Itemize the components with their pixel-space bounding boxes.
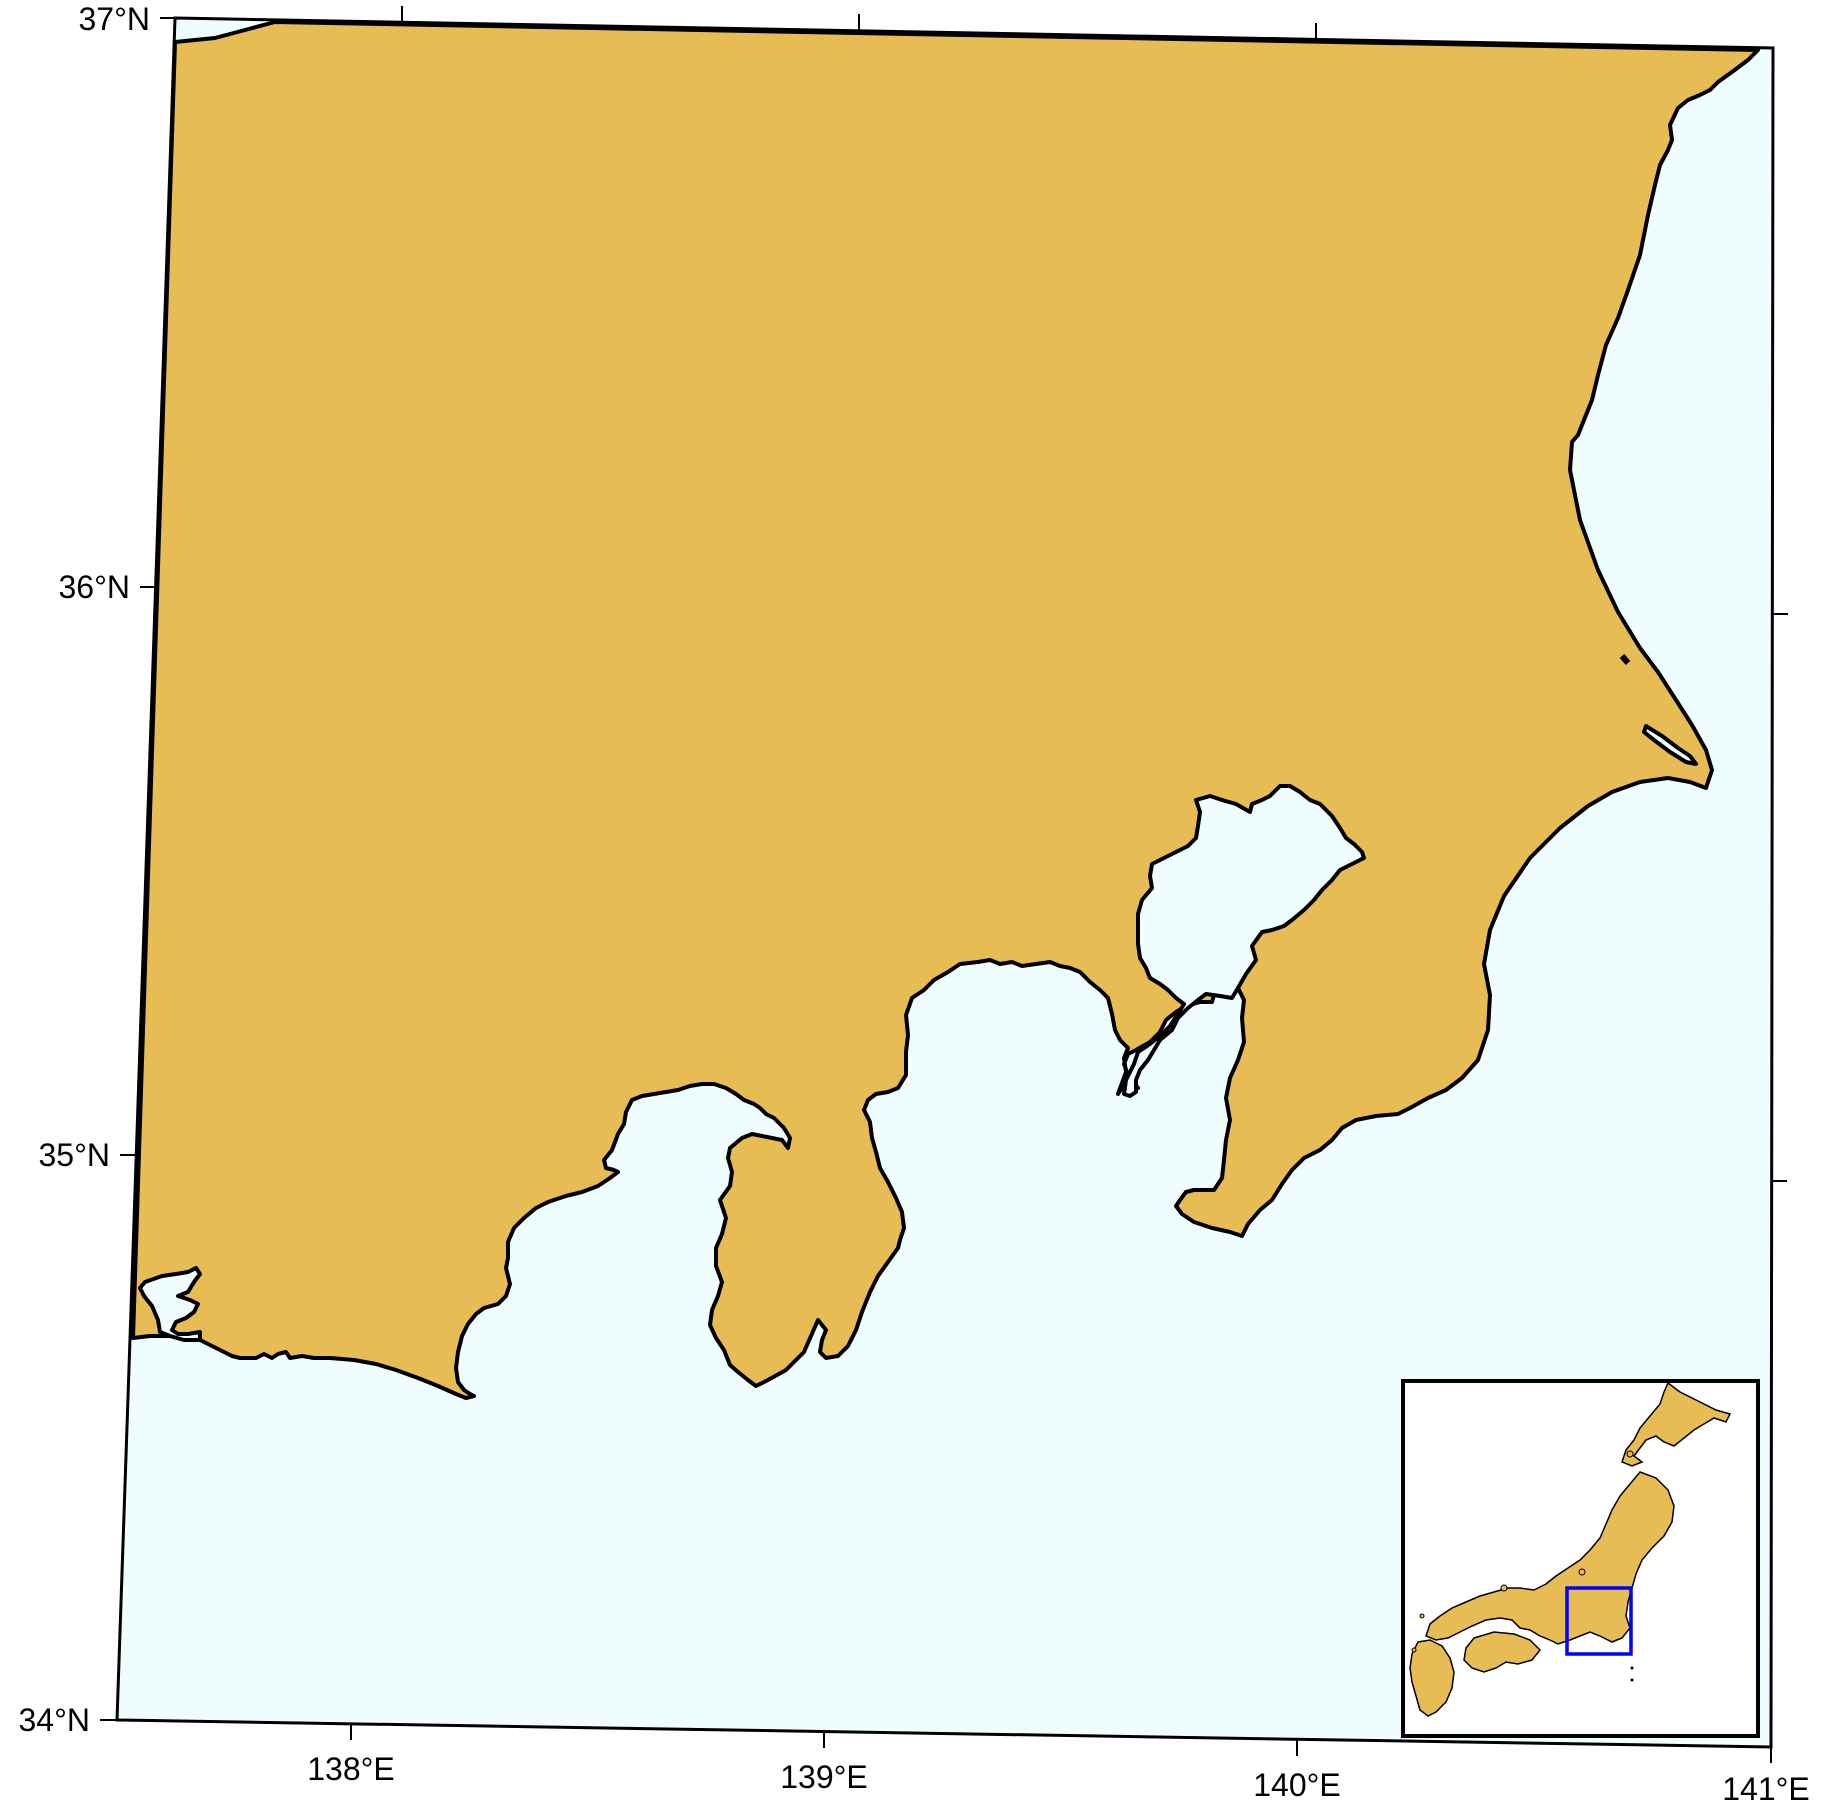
lon-label-138: 138°E	[307, 1751, 395, 1787]
lake-hamanako	[138, 1266, 202, 1342]
inset-shikoku	[1463, 1631, 1542, 1673]
inset-island	[1419, 1613, 1425, 1619]
lat-label-35: 35°N	[39, 1137, 111, 1173]
axis-ticks	[100, 6, 1788, 1763]
inset-island	[1411, 1647, 1417, 1653]
lat-label-36: 36°N	[59, 569, 131, 605]
inlet-northeast	[1642, 724, 1698, 766]
inset-island	[1630, 1666, 1634, 1670]
lon-label-141: 141°E	[1722, 1771, 1810, 1807]
inset-frame	[1401, 1379, 1760, 1738]
inset-hokkaido	[1621, 1381, 1732, 1467]
land-mainland	[131, 20, 1760, 1400]
lat-label-37: 37°N	[79, 1, 151, 37]
inset-island	[1578, 1568, 1586, 1576]
lon-label-140: 140°E	[1253, 1767, 1341, 1803]
lat-label-34: 34°N	[19, 1702, 91, 1738]
lon-label-139: 139°E	[780, 1759, 868, 1795]
inset-kyushu	[1409, 1639, 1455, 1717]
inset-highlight-box	[1565, 1586, 1633, 1656]
coast-mark-northeast	[1619, 654, 1631, 665]
tokyo-bay	[1122, 784, 1366, 1098]
inset-honshu	[1425, 1471, 1675, 1645]
inset-island	[1626, 1450, 1634, 1458]
inset-map	[1401, 1379, 1760, 1738]
inset-island	[1500, 1584, 1508, 1592]
inset-island	[1630, 1678, 1634, 1682]
